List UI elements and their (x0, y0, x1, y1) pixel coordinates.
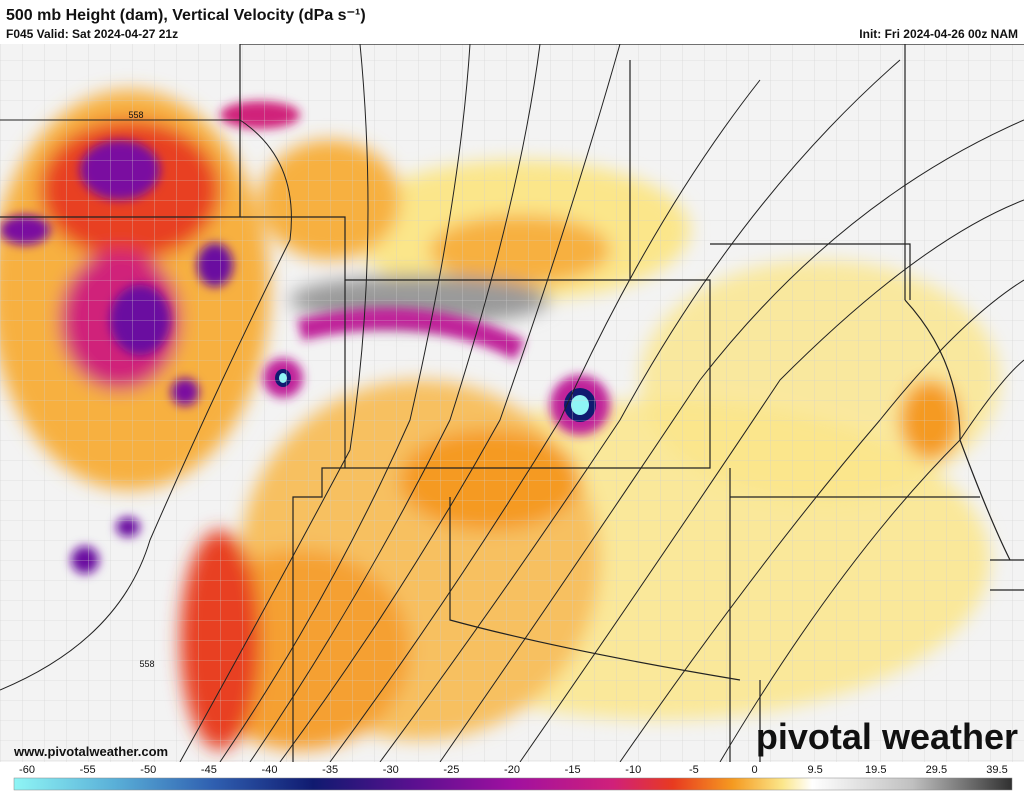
colorbar-tick-label: -50 (140, 764, 156, 776)
colorbar-tick-label: 0 (751, 764, 757, 776)
contour-label: 558 (128, 110, 143, 120)
map: 558 558 www.pivotalweather.com pivotal w… (0, 44, 1024, 762)
colorbar-tick-label: -35 (322, 764, 338, 776)
valid-time: F045 Valid: Sat 2024-04-27 21z (6, 27, 178, 41)
colorbar-tick-label: 39.5 (986, 764, 1007, 776)
logo: pivotal weather (756, 716, 1018, 757)
title: 500 mb Height (dam), Vertical Velocity (… (6, 7, 366, 24)
colorbar-tick-label: -10 (625, 764, 641, 776)
init-time: Init: Fri 2024-04-26 00z NAM (859, 27, 1018, 41)
colorbar-tick-label: -45 (201, 764, 217, 776)
colorbar-tick-label: -25 (443, 764, 459, 776)
colorbar (13, 777, 1013, 791)
url: www.pivotalweather.com (13, 744, 168, 759)
colorbar-tick-label: -55 (80, 764, 96, 776)
colorbar-tick-label: 9.5 (807, 764, 822, 776)
colorbar-tick-label: 29.5 (926, 764, 947, 776)
colorbar-ticks: -60 -55 -50 -45 -40 -35 -30 -25 -20 -15 -10 -5 0 9.5 1… (19, 764, 1008, 776)
contour-label: 558 (139, 659, 154, 669)
colorbar-tick-label: -40 (262, 764, 278, 776)
colorbar-tick-label: -15 (565, 764, 581, 776)
colorbar-tick-label: -5 (689, 764, 699, 776)
colorbar-tick-label: -30 (383, 764, 399, 776)
colorbar-tick-label: -20 (504, 764, 520, 776)
colorbar-tick-label: -60 (19, 764, 35, 776)
colorbar-tick-label: 19.5 (865, 764, 886, 776)
